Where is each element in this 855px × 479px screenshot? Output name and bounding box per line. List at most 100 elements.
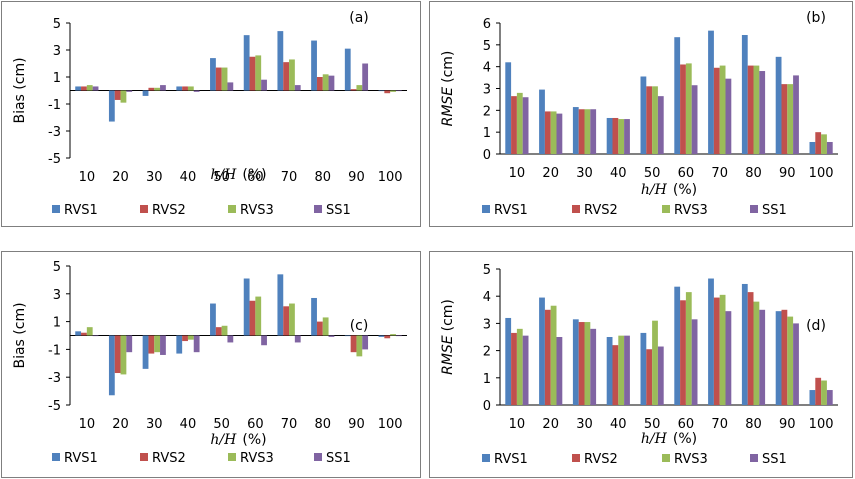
bar-rvs3: [390, 90, 396, 92]
bar-rvs1: [108, 90, 115, 122]
bar-ss1: [793, 323, 799, 405]
bar-rvs1: [539, 89, 545, 154]
legend-label-ss1: SS1: [762, 203, 787, 218]
legend-swatch-ss1: [750, 205, 758, 213]
bar-rvs3: [550, 111, 557, 154]
legend-label-rvs3: RVS3: [240, 451, 274, 466]
x-tick-label: 30: [576, 417, 593, 432]
legend-swatch-ss1: [314, 453, 322, 461]
x-tick-label: 20: [112, 170, 129, 185]
y-tick-label: 0: [483, 399, 491, 414]
bar-rvs1: [344, 48, 351, 91]
bar-rvs3: [255, 55, 262, 91]
x-tick-label: 10: [79, 170, 96, 185]
bar-rvs1: [775, 56, 782, 155]
y-tick-label: 3: [53, 288, 61, 303]
y-tick-label: 5: [53, 260, 61, 275]
x-tick-label: 10: [79, 417, 96, 432]
bar-rvs3: [322, 74, 329, 91]
y-tick-label: -3: [48, 371, 61, 386]
bar-rvs3: [120, 90, 127, 103]
bar-rvs2: [283, 62, 290, 91]
legend-label-rvs1: RVS1: [494, 452, 528, 467]
y-tick-label: 5: [483, 39, 491, 54]
x-axis-label: h/H (%): [210, 432, 266, 448]
bar-rvs2: [815, 377, 822, 405]
legend-swatch-rvs3: [228, 453, 236, 461]
bar-ss1: [759, 71, 766, 154]
chart-panel-a: 5 3 1 -1 -3 -5 10 20 30 40 50 60 70 80 90 100 h/H (%) Bias…: [1, 1, 421, 227]
bar-rvs1: [142, 335, 149, 369]
bar-rvs1: [210, 58, 216, 91]
bar-ss1: [590, 328, 597, 405]
chart-panel-c: 5 3 1 -1 -3 -5 10 20 30 40 50 60 70 80 90 100 h/H (%) Bias…: [1, 251, 421, 478]
bar-ss1: [691, 319, 698, 405]
x-tick-label: 100: [378, 417, 403, 432]
x-axis-label-unit: (%): [673, 431, 697, 447]
bar-rvs1: [775, 311, 782, 405]
y-tick-label: -5: [48, 152, 61, 167]
x-tick-label: 50: [213, 170, 230, 185]
legend-swatch-rvs2: [572, 454, 580, 462]
bar-ss1: [624, 119, 630, 154]
legend-swatch-rvs1: [52, 453, 60, 461]
x-tick-label: 80: [314, 417, 331, 432]
bar-rvs3: [787, 316, 794, 405]
bar-rvs2: [511, 96, 517, 154]
panel-label: (a): [349, 10, 369, 26]
bar-rvs2: [148, 335, 155, 354]
bar-rvs2: [182, 335, 188, 342]
y-tick-label: 5: [483, 263, 491, 278]
bar-rvs1: [572, 107, 579, 154]
legend-label-rvs2: RVS2: [152, 203, 186, 218]
bar-rvs3: [787, 84, 794, 154]
y-axis-label: Bias (cm): [12, 57, 28, 123]
legend-label-ss1: SS1: [326, 203, 351, 218]
bar-rvs3: [187, 335, 194, 340]
bar-ss1: [826, 390, 833, 405]
bar-ss1: [759, 309, 766, 405]
bar-rvs2: [148, 87, 155, 91]
bar-rvs1: [378, 335, 385, 337]
legend-swatch-ss1: [750, 454, 758, 462]
bar-rvs2: [680, 64, 686, 154]
bar-rvs2: [713, 67, 720, 154]
bar-rvs1: [708, 278, 714, 405]
x-tick-label: 10: [509, 166, 526, 181]
x-axis-label-variable: h/H: [641, 431, 668, 447]
bar-ss1: [126, 90, 133, 92]
bar-rvs1: [378, 90, 385, 92]
x-tick-label: 100: [809, 166, 834, 181]
bar-ss1: [227, 335, 234, 343]
bar-rvs1: [674, 37, 681, 154]
x-tick-label: 50: [213, 417, 230, 432]
bar-rvs2: [544, 309, 551, 405]
panel-label: (b): [806, 10, 826, 26]
bar-rvs3: [516, 328, 523, 405]
bar-rvs3: [618, 335, 625, 405]
bar-rvs2: [680, 300, 686, 405]
x-tick-label: 50: [644, 166, 661, 181]
x-tick-label: 40: [610, 417, 627, 432]
x-axis-label-variable: h/H: [641, 182, 668, 198]
bar-rvs1: [108, 335, 115, 396]
bar-rvs1: [277, 274, 284, 336]
bar-rvs1: [741, 283, 748, 405]
bar-rvs2: [81, 86, 87, 91]
x-tick-label: 40: [180, 170, 197, 185]
bar-rvs1: [674, 286, 681, 405]
panel-label: (c): [350, 318, 369, 334]
bar-rvs3: [289, 59, 295, 91]
x-tick-label: 60: [678, 417, 695, 432]
legend-swatch-rvs3: [228, 205, 236, 213]
bar-rvs3: [356, 85, 363, 91]
bar-rvs2: [182, 86, 188, 91]
bar-ss1: [261, 335, 267, 346]
chart-svg-c: 5 3 1 -1 -3 -5 10 20 30 40 50 60 70 80 90 100 h/H (%) Bias…: [12, 260, 407, 466]
x-tick-label: 30: [576, 166, 593, 181]
y-tick-label: 4: [483, 290, 491, 305]
bar-rvs2: [249, 56, 256, 91]
bar-ss1: [657, 96, 664, 154]
y-tick-label: 3: [483, 317, 491, 332]
